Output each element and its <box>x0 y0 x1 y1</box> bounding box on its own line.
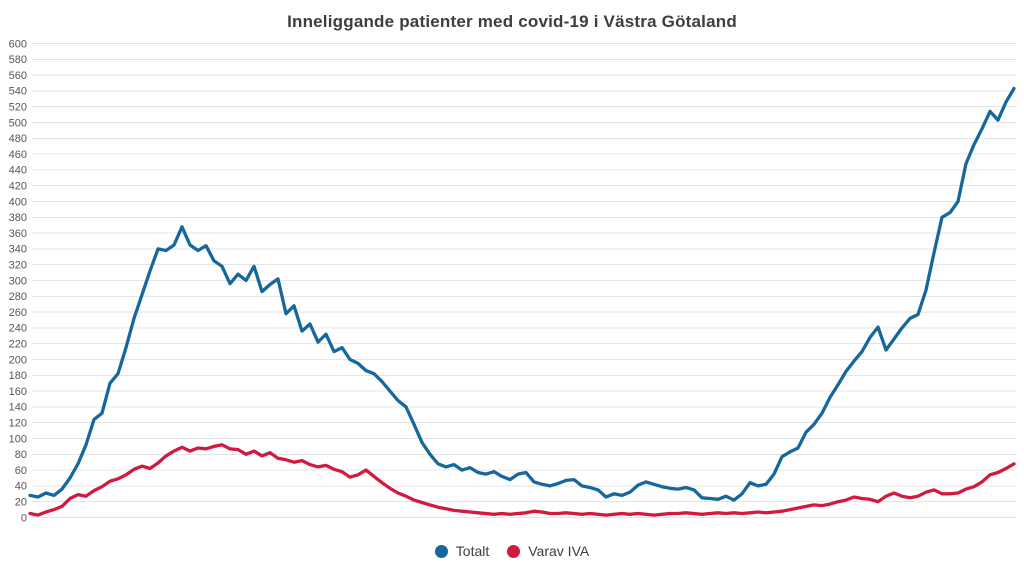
legend-dot-totalt-icon <box>434 544 448 558</box>
y-axis-tick-label-480: 480 <box>9 133 27 145</box>
y-axis-tick-label-200: 200 <box>9 354 27 366</box>
y-axis-tick-label-500: 500 <box>9 117 27 129</box>
chart-legend: Totalt Varav IVA <box>0 543 1024 559</box>
y-axis-tick-label-560: 560 <box>9 70 27 82</box>
y-axis-tick-label-320: 320 <box>9 260 27 272</box>
y-axis-tick-label-240: 240 <box>9 323 27 335</box>
series-line-varav-iva[interactable] <box>28 443 1016 517</box>
y-axis-tick-label-300: 300 <box>9 275 27 287</box>
y-axis-tick-label-0: 0 <box>21 512 27 524</box>
y-axis-tick-label-340: 340 <box>9 244 27 256</box>
y-axis-tick-label-600: 600 <box>9 38 27 50</box>
y-axis-tick-label-220: 220 <box>9 339 27 351</box>
legend-item-totalt[interactable]: Totalt <box>434 543 490 559</box>
y-axis-tick-label-440: 440 <box>9 165 27 177</box>
y-axis-tick-label-420: 420 <box>9 181 27 193</box>
y-axis-tick-label-520: 520 <box>9 102 27 114</box>
legend-label-totalt: Totalt <box>455 543 490 559</box>
y-axis-tick-label-260: 260 <box>9 307 27 319</box>
y-axis-tick-label-80: 80 <box>15 449 27 461</box>
y-axis-tick-label-40: 40 <box>15 481 27 493</box>
y-axis-tick-label-160: 160 <box>9 386 27 398</box>
y-axis-tick-label-400: 400 <box>9 196 27 208</box>
y-axis-tick-label-580: 580 <box>9 54 27 66</box>
legend-dot-varav-iva-icon <box>507 544 521 558</box>
legend-item-varav-iva[interactable]: Varav IVA <box>507 543 589 559</box>
y-axis-tick-label-120: 120 <box>9 418 27 430</box>
y-axis-tick-label-540: 540 <box>9 86 27 98</box>
series-line-totalt[interactable] <box>28 86 1016 502</box>
y-axis-tick-label-360: 360 <box>9 228 27 240</box>
legend-label-varav-iva: Varav IVA <box>528 543 590 559</box>
y-axis-tick-label-20: 20 <box>15 497 27 509</box>
y-axis-tick-label-100: 100 <box>9 433 27 445</box>
y-axis-tick-label-180: 180 <box>9 370 27 382</box>
y-axis-tick-label-60: 60 <box>15 465 27 477</box>
chart-title: Inneliggande patienter med covid-19 i Vä… <box>287 12 737 31</box>
y-axis-tick-label-280: 280 <box>9 291 27 303</box>
y-axis-tick-label-380: 380 <box>9 212 27 224</box>
y-axis-tick-label-460: 460 <box>9 149 27 161</box>
y-axis-tick-label-140: 140 <box>9 402 27 414</box>
